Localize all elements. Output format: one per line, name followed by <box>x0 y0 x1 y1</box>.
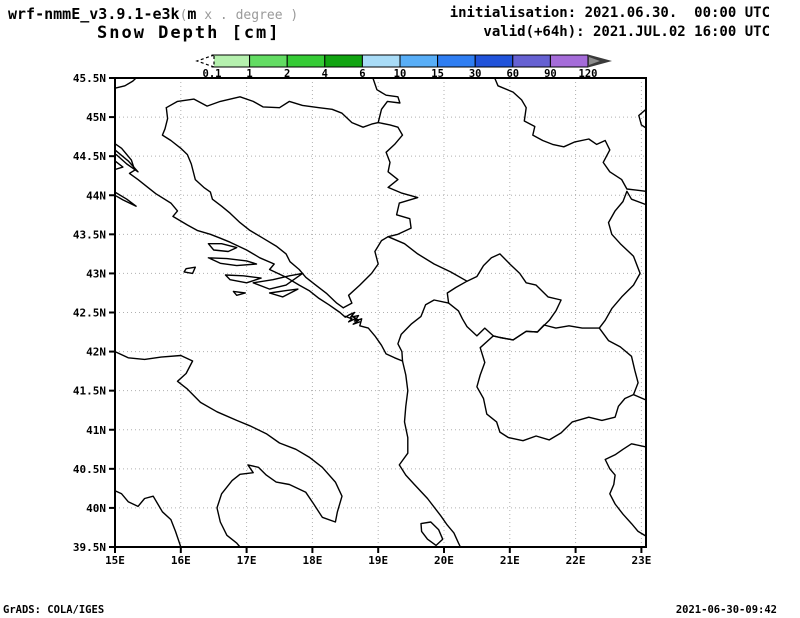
colorbar-tick-label: 10 <box>394 68 407 80</box>
croatia-serbia-danube-outline <box>372 77 401 124</box>
slovenia-croatia-border-outline <box>114 77 137 89</box>
sava-border-outline <box>165 96 399 128</box>
model-title-segment: x . degree ) <box>196 8 299 23</box>
colorbar-segment <box>324 54 363 68</box>
map-frame <box>114 77 647 548</box>
serbia-bulgaria-border-outline <box>598 190 647 329</box>
model-title: wrf-nmmE_v3.9.1-e3k(m x . degree ) <box>8 5 298 23</box>
lat-tick-label: 45N <box>86 111 106 124</box>
model-title-segment: wrf-nmmE_v3.9.1-e3k <box>8 5 180 23</box>
lat-tick-label: 39.5N <box>73 541 106 554</box>
lon-tick-label: 18E <box>302 554 322 567</box>
colorbar-segment <box>437 54 476 68</box>
east-adriatic-coast-outline <box>114 142 462 548</box>
north-macedonia-border-outline <box>476 324 639 442</box>
italy-adriatic-coast-outline <box>114 350 343 548</box>
lon-tick-label: 23E <box>631 554 651 567</box>
mljet-island-outline <box>268 288 299 298</box>
colorbar-tick-label: 120 <box>579 68 598 80</box>
grads-credit: GrADS: COLA/IGES <box>3 604 105 616</box>
lat-tick-label: 42N <box>86 346 106 359</box>
lat-tick-label: 44N <box>86 189 106 202</box>
lon-tick-label: 15E <box>105 554 125 567</box>
colorbar-underflow-arrow-icon <box>195 54 215 68</box>
danube-romania-border-outline <box>494 77 647 193</box>
colorbar-tick-label: 1 <box>246 68 252 80</box>
field-title: Snow Depth [cm] <box>97 23 281 43</box>
lat-tick-label: 41N <box>86 424 106 437</box>
model-title-segment: m <box>187 5 197 23</box>
creation-timestamp: 2021-06-30-09:42 <box>675 604 777 616</box>
corfu-island-outline <box>420 521 444 547</box>
colorbar-segment <box>399 54 439 68</box>
lat-tick-label: 45.5N <box>73 72 106 85</box>
lat-tick-label: 42.5N <box>73 307 106 320</box>
lon-tick-label: 20E <box>434 554 454 567</box>
brac-island-outline <box>207 242 238 253</box>
colorbar-tick-label: 30 <box>469 68 482 80</box>
colorbar-segment <box>474 54 514 68</box>
colorbar-tick-label: 0.1 <box>203 68 222 80</box>
vis-island-outline <box>183 266 197 275</box>
colorbar-segment <box>361 54 401 68</box>
colorbar-tick-label: 2 <box>284 68 290 80</box>
pag-island-outline <box>114 149 139 173</box>
valid-text: valid(+64h): 2021.JUL.02 16:00 UTC <box>483 24 770 40</box>
lat-tick-label: 44.5N <box>73 150 106 163</box>
colorbar-segment <box>286 54 326 68</box>
colorbar-tick-label: 4 <box>322 68 328 80</box>
boka-kotorska-coast-outline <box>344 314 361 325</box>
colorbar-segment <box>512 54 551 68</box>
kosovo-border-outline <box>446 253 562 341</box>
romania-edge-outline <box>638 108 647 129</box>
west-bosnia-border-outline <box>161 106 344 309</box>
colorbar-segment <box>249 54 288 68</box>
lat-tick-label: 43N <box>86 267 106 280</box>
colorbar-tick-label: 6 <box>359 68 365 80</box>
colorbar-tick-label: 60 <box>506 68 519 80</box>
korcula-island-outline <box>224 274 262 284</box>
montenegro-albania-border-outline <box>397 299 450 362</box>
italy-tyrrhenian-coast-outline <box>114 490 182 548</box>
lon-tick-label: 17E <box>237 554 257 567</box>
montenegro-serbia-border-outline <box>387 235 468 282</box>
colorbar-segment <box>549 54 589 68</box>
pag-island-2-outline <box>114 160 124 171</box>
lat-tick-label: 43.5N <box>73 228 106 241</box>
lastovo-island-outline <box>232 290 247 296</box>
colorbar-segment <box>211 54 251 68</box>
lat-tick-label: 41.5N <box>73 385 106 398</box>
run-info: initialisation: 2021.06.30. 00:00 UTC va… <box>450 5 770 40</box>
lon-tick-label: 16E <box>171 554 191 567</box>
model-title-segment: ( <box>179 8 188 23</box>
colorbar-overflow-arrow-accent <box>589 57 600 65</box>
colorbar-tick-label: 90 <box>544 68 557 80</box>
colorbar-tick-label: 15 <box>431 68 444 80</box>
peljesac-peninsula-outline <box>252 272 304 290</box>
lon-tick-label: 21E <box>500 554 520 567</box>
thermaic-gulf-coast-outline <box>604 443 647 537</box>
lat-tick-label: 40N <box>86 502 106 515</box>
initialisation-text: initialisation: 2021.06.30. 00:00 UTC <box>449 5 770 21</box>
lon-tick-label: 22E <box>566 554 586 567</box>
drina-border-outline <box>385 126 419 238</box>
lat-tick-label: 40.5N <box>73 463 106 476</box>
bosnia-montenegro-border-outline <box>342 235 389 309</box>
bulgaria-greece-border-outline <box>632 393 647 401</box>
lon-tick-label: 19E <box>368 554 388 567</box>
kornati-island-outline <box>114 191 137 207</box>
hvar-island-outline <box>207 257 258 267</box>
